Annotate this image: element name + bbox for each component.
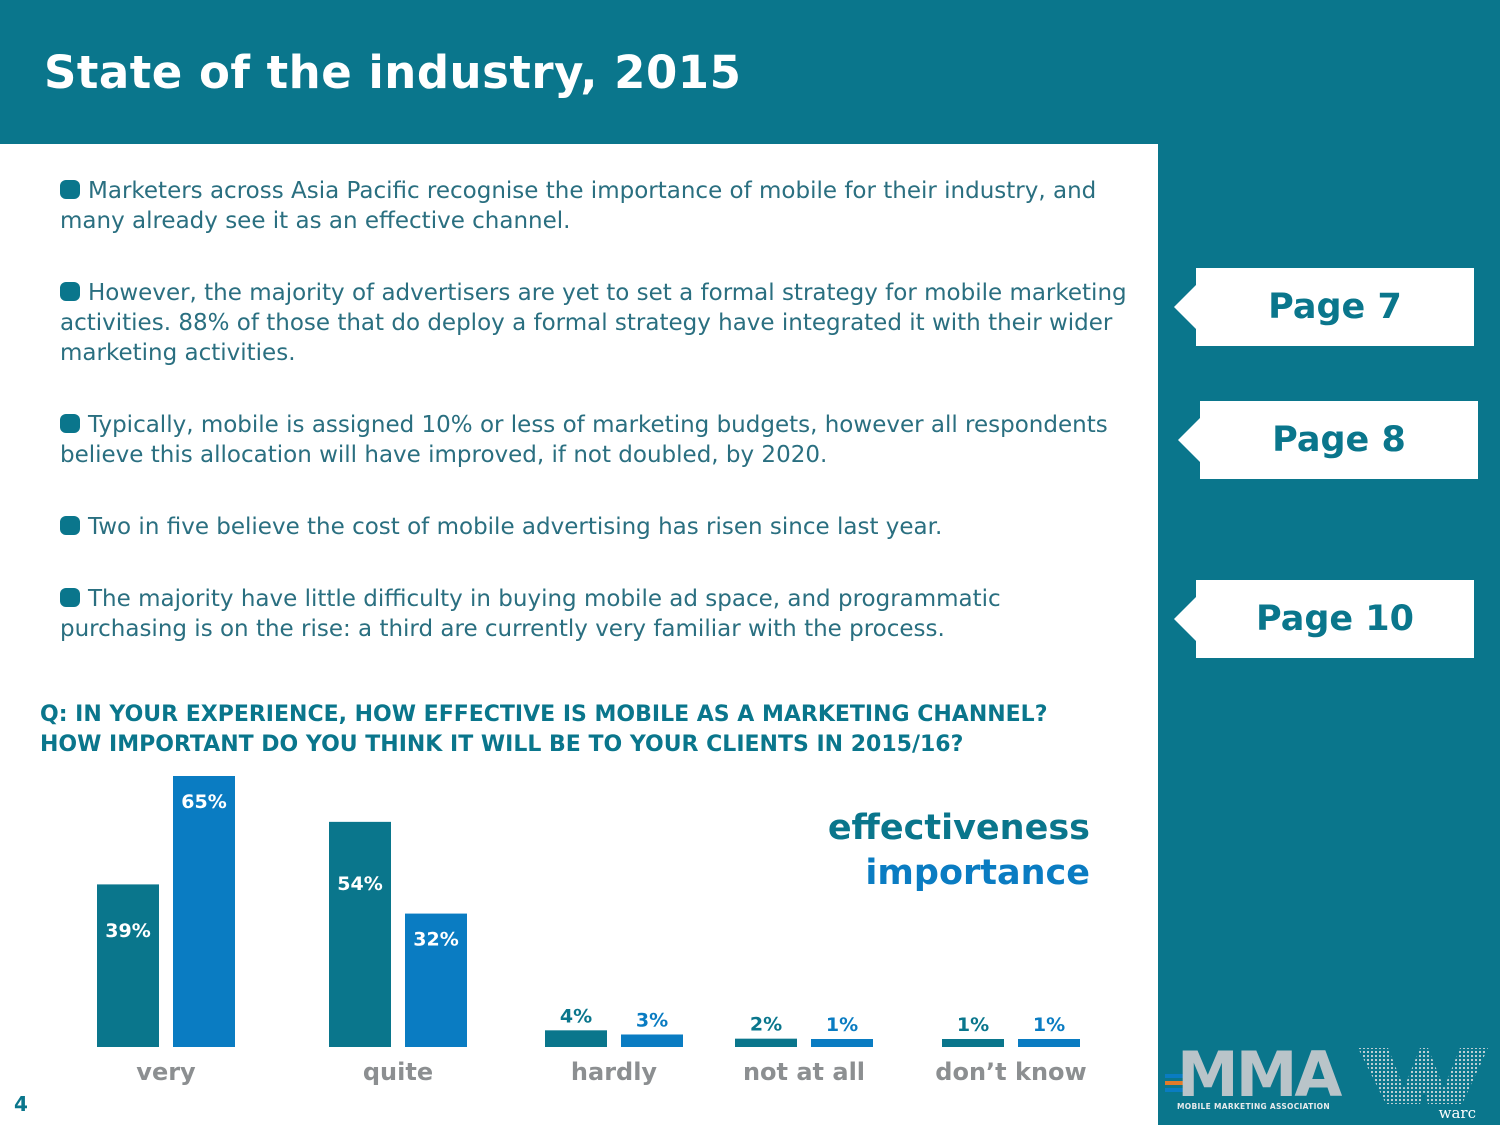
warc-logo: warc [1358, 1046, 1490, 1122]
data-label-importance: 32% [413, 929, 458, 951]
chart-legend: effectiveness importance [828, 806, 1090, 896]
mma-stripes-icon [1165, 1074, 1183, 1095]
bullet-item: However, the majority of advertisers are… [60, 278, 1130, 368]
header-bar: State of the industry, 2015 [0, 0, 1500, 144]
warc-logo-text: warc [1438, 1104, 1476, 1122]
bullet-dot-icon [60, 180, 80, 199]
bullet-dot-icon [60, 414, 80, 433]
bullet-dot-icon [60, 516, 80, 535]
bullet-item: The majority have little difficulty in b… [60, 584, 1130, 644]
bar-importance [173, 776, 235, 1047]
data-label-importance: 1% [1033, 1014, 1065, 1036]
warc-mark-icon [1358, 1048, 1488, 1104]
category-label: hardly [571, 1058, 658, 1086]
bar-effectiveness [329, 821, 391, 1047]
category-label: not at all [743, 1058, 865, 1086]
bullet-item: Marketers across Asia Pacific recognise … [60, 176, 1130, 236]
data-label-importance: 1% [826, 1014, 858, 1036]
bar-effectiveness [735, 1038, 797, 1047]
category-label: quite [363, 1058, 433, 1086]
category-label: don’t know [935, 1058, 1086, 1086]
bullet-item: Two in five believe the cost of mobile a… [60, 512, 1130, 542]
legend-effectiveness: effectiveness [827, 808, 1090, 848]
bullet-dot-icon [60, 282, 80, 301]
mma-logo: MMA MOBILE MARKETING ASSOCIATION [1165, 1040, 1355, 1115]
bar-importance [1018, 1039, 1080, 1047]
bar-chart: 39% 65% very 54% 32% quite 4% 3% hardly 2% 1% not a… [97, 776, 1087, 1086]
data-label-importance: 3% [636, 1009, 668, 1031]
bullet-text: Typically, mobile is assigned 10% or les… [60, 412, 1108, 468]
bar-importance [621, 1034, 683, 1047]
data-label-effectiveness: 1% [957, 1014, 989, 1036]
mma-logo-text: MMA [1177, 1038, 1342, 1111]
question-line-2: HOW IMPORTANT DO YOU THINK IT WILL BE TO… [40, 732, 964, 757]
page-10-link[interactable]: Page 10 [1174, 580, 1474, 658]
data-label-effectiveness: 39% [105, 920, 150, 942]
bullet-text: Two in five believe the cost of mobile a… [88, 514, 943, 540]
data-label-effectiveness: 2% [750, 1014, 782, 1036]
legend-importance: importance [865, 853, 1090, 893]
bullet-text: Marketers across Asia Pacific recognise … [60, 178, 1097, 234]
bar-effectiveness [97, 884, 159, 1047]
bar-importance [405, 913, 467, 1047]
page-number: 4 [14, 1092, 28, 1116]
bar-importance [811, 1039, 873, 1047]
category-label: very [136, 1058, 196, 1086]
data-label-effectiveness: 4% [560, 1005, 592, 1027]
question-line-1: Q: IN YOUR EXPERIENCE, HOW EFFECTIVE IS … [40, 702, 1048, 727]
bar-effectiveness [942, 1039, 1004, 1047]
bullet-item: Typically, mobile is assigned 10% or les… [60, 410, 1130, 470]
bullet-dot-icon [60, 588, 80, 607]
mma-logo-subtitle: MOBILE MARKETING ASSOCIATION [1177, 1102, 1330, 1111]
data-label-importance: 65% [181, 791, 226, 813]
page-7-link[interactable]: Page 7 [1174, 268, 1474, 346]
data-label-effectiveness: 54% [337, 873, 382, 895]
page-8-link[interactable]: Page 8 [1178, 401, 1478, 479]
chart-question: Q: IN YOUR EXPERIENCE, HOW EFFECTIVE IS … [40, 700, 1150, 760]
bar-effectiveness [545, 1030, 607, 1047]
bullet-text: However, the majority of advertisers are… [60, 280, 1127, 366]
bullet-text: The majority have little difficulty in b… [60, 586, 1001, 642]
page-title: State of the industry, 2015 [44, 46, 742, 99]
